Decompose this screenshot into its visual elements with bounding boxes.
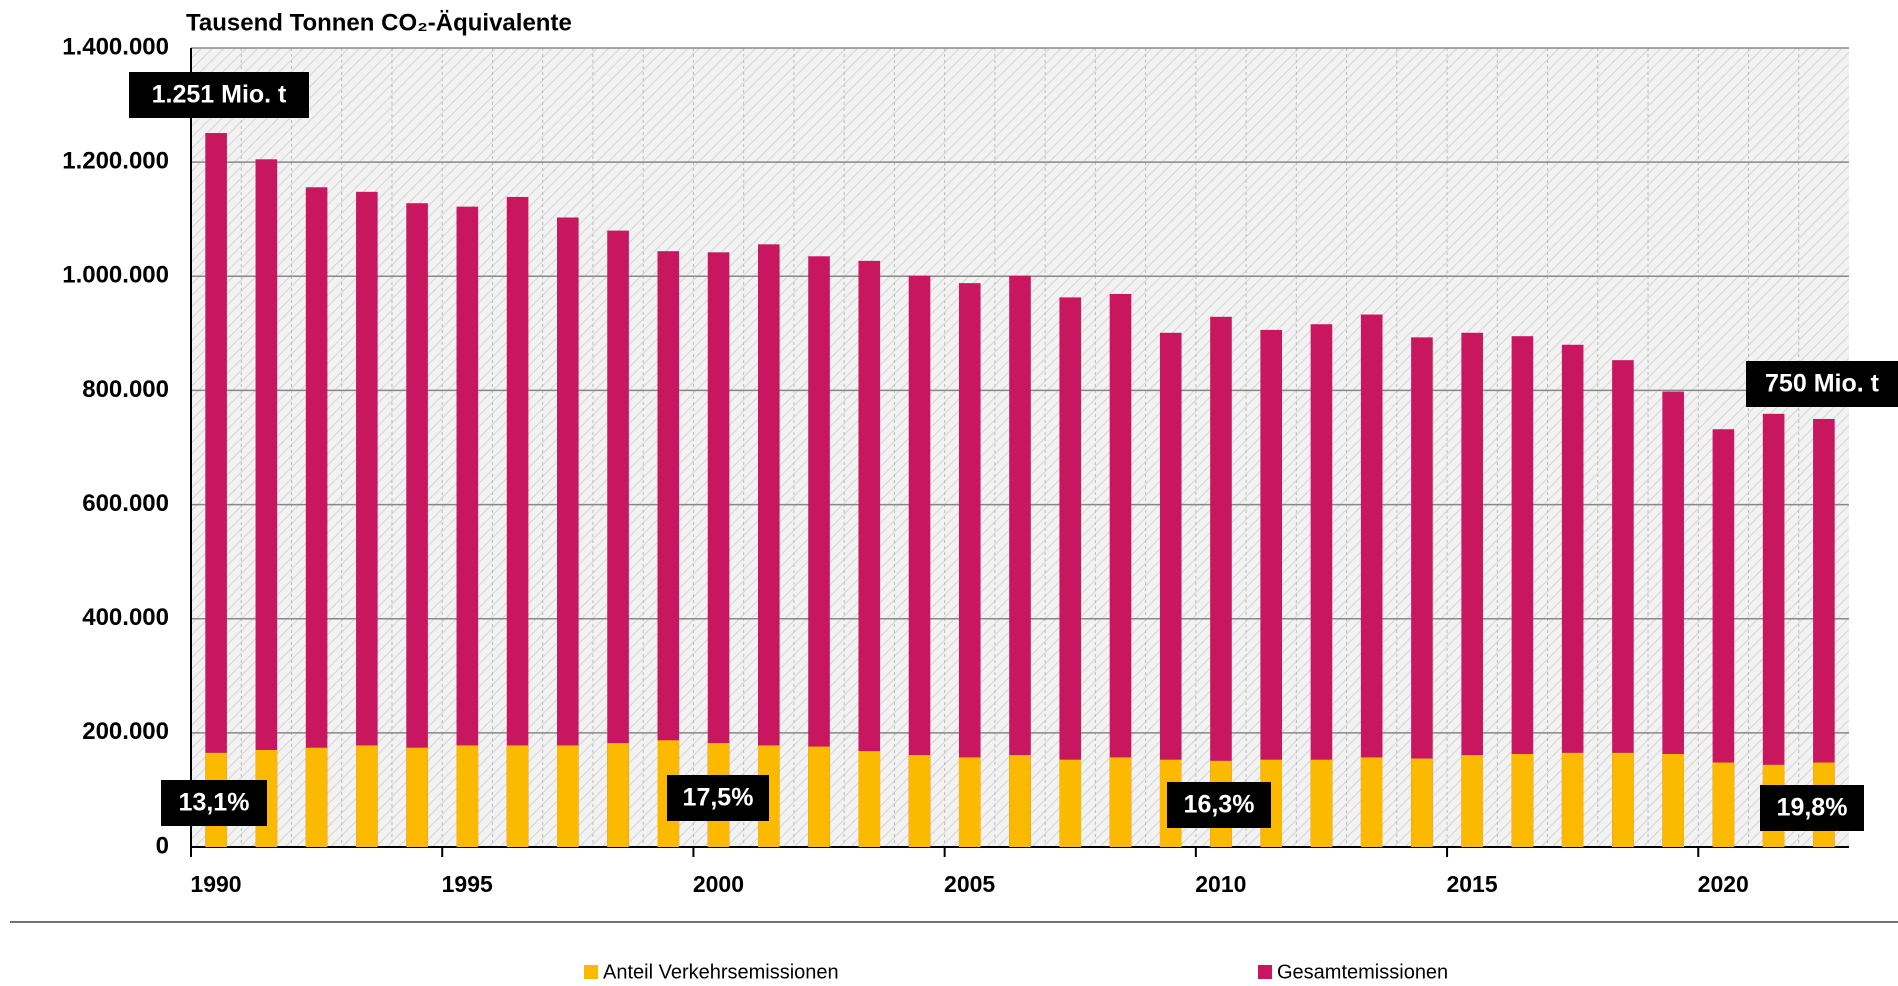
bar — [1461, 332, 1483, 847]
annotation: 1.251 Mio. t — [152, 81, 287, 109]
bar — [406, 747, 428, 847]
bar — [356, 745, 378, 847]
bar — [205, 133, 227, 847]
bar — [1009, 275, 1031, 848]
bar — [305, 747, 328, 847]
bar — [406, 203, 428, 848]
bar — [858, 260, 881, 847]
bar — [456, 206, 479, 847]
bar — [1561, 344, 1584, 847]
bar — [607, 743, 629, 847]
x-tick-label: 2010 — [1195, 871, 1246, 897]
bar — [557, 745, 579, 847]
bar — [1411, 337, 1433, 847]
bar — [1310, 324, 1333, 847]
bar — [1009, 755, 1031, 847]
bar — [1310, 759, 1333, 847]
legend-swatch — [1258, 965, 1272, 979]
x-tick-label: 2020 — [1698, 871, 1749, 897]
y-tick-label: 400.000 — [82, 604, 169, 631]
bar — [1109, 293, 1132, 847]
bar — [506, 196, 529, 847]
bar — [1712, 429, 1735, 847]
bar — [1561, 752, 1584, 847]
annotation-box — [161, 780, 267, 826]
bar — [1813, 418, 1835, 847]
annotation-box — [667, 775, 769, 821]
bar — [1059, 759, 1082, 847]
bar — [557, 217, 579, 847]
bar — [1411, 758, 1433, 847]
bar — [958, 757, 981, 847]
y-tick-label: 1.000.000 — [62, 262, 169, 289]
bar — [858, 751, 881, 847]
annotation-box — [1746, 361, 1898, 407]
annotation-box — [1760, 785, 1864, 831]
bar — [305, 187, 328, 848]
y-tick-label: 800.000 — [82, 376, 169, 403]
bar — [958, 283, 981, 847]
legend-label: Anteil Verkehrsemissionen — [603, 961, 839, 983]
bar — [356, 191, 378, 847]
bar — [1109, 757, 1132, 847]
bar — [1712, 762, 1735, 847]
legend-swatch — [584, 965, 598, 979]
annotation: 13,1% — [179, 789, 250, 817]
y-tick-label: 600.000 — [82, 490, 169, 517]
bar — [1612, 360, 1634, 847]
bar — [808, 746, 830, 847]
bar — [1461, 755, 1483, 847]
x-tick-label: 1990 — [190, 871, 241, 897]
y-tick-label: 200.000 — [82, 718, 169, 745]
bar — [1762, 413, 1785, 847]
bar — [1612, 752, 1634, 847]
bar — [1360, 757, 1383, 847]
bar — [255, 159, 278, 847]
x-tick-label: 1995 — [442, 871, 493, 897]
bar — [456, 745, 479, 847]
bar — [1360, 314, 1383, 847]
annotation-box — [1167, 782, 1271, 828]
legend-label: Gesamtemissionen — [1277, 961, 1448, 983]
y-tick-label: 1.200.000 — [62, 147, 169, 174]
y-tick-label: 1.400.000 — [62, 33, 169, 60]
annotation: 19,8% — [1777, 794, 1848, 822]
annotation: 17,5% — [683, 784, 754, 812]
bar — [1662, 753, 1684, 847]
bar — [1210, 316, 1232, 848]
chart-title: Tausend Tonnen CO₂-Äquivalente — [186, 9, 572, 36]
bar — [808, 256, 830, 848]
annotation-box — [129, 72, 309, 118]
bar — [506, 745, 529, 847]
y-tick-label: 0 — [156, 832, 169, 859]
bar — [757, 244, 780, 848]
bar — [707, 252, 730, 847]
x-tick-label: 2015 — [1446, 871, 1497, 897]
annotation: 16,3% — [1184, 791, 1255, 819]
x-tick-label: 2000 — [693, 871, 744, 897]
annotation: 750 Mio. t — [1765, 370, 1880, 398]
bar — [1511, 753, 1534, 847]
x-tick-label: 2005 — [944, 871, 995, 897]
bar — [1260, 329, 1283, 847]
bar — [607, 230, 629, 848]
bar — [1059, 297, 1082, 848]
bar — [657, 251, 680, 847]
bar — [1511, 336, 1534, 847]
bar — [1159, 332, 1182, 847]
bar — [908, 275, 931, 848]
bar — [1662, 391, 1684, 847]
bar — [908, 755, 931, 847]
